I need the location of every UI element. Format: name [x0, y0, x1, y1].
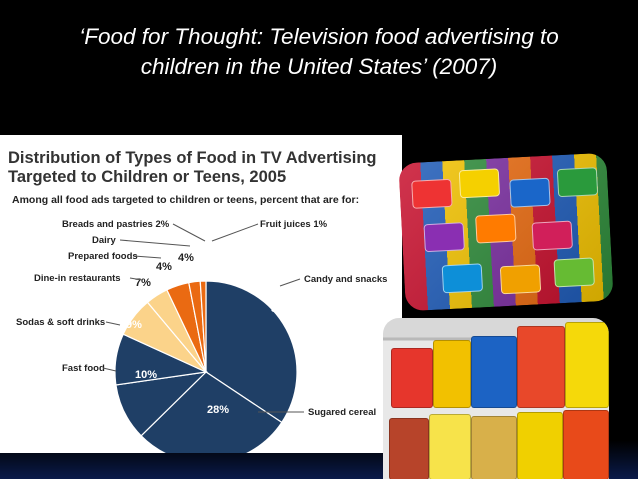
pie-value-label: 34%: [271, 303, 293, 315]
callout-line: [279, 278, 301, 287]
photo-box: [389, 418, 429, 479]
callout-prepared: Prepared foods: [68, 251, 138, 262]
photo-tile: [475, 213, 517, 244]
photo-tile: [531, 220, 573, 251]
photo-box: [433, 340, 471, 408]
callout-line: [211, 223, 259, 242]
photo-box: [471, 336, 517, 408]
chart-title-line1: Distribution of Types of Food in TV Adve…: [8, 149, 377, 167]
callout-line: [172, 223, 206, 242]
chart-panel: Distribution of Types of Food in TV Adve…: [0, 135, 402, 453]
slide-title: ‘Food for Thought: Television food adver…: [20, 22, 618, 82]
chart-title: Distribution of Types of Food in TV Adve…: [8, 149, 398, 187]
photo-box: [517, 326, 565, 408]
cereal-shelf-photo: [383, 318, 609, 479]
pie-slice-fruit-juices: [199, 280, 207, 373]
pie-value-label: 4%: [178, 252, 194, 264]
callout-line: [119, 239, 191, 247]
chart-title-line2: Targeted to Children or Teens, 2005: [8, 168, 287, 186]
callout-breads: Breads and pastries 2%: [62, 219, 170, 230]
photo-box: [391, 348, 433, 408]
photo-tile: [509, 177, 551, 208]
photo-tile: [441, 263, 484, 294]
pie-chart: 34%28%10%9%7%4%4%Fruit juices 1%Breads a…: [16, 219, 387, 453]
callout-sugared-cereal: Sugared cereal: [308, 407, 376, 418]
callout-dine-in: Dine-in restaurants: [34, 273, 121, 284]
photo-box: [563, 410, 609, 479]
slide-title-line1: ‘Food for Thought: Television food adver…: [79, 24, 559, 49]
cereal-collage-photo: [398, 152, 614, 312]
pie-value-label: 10%: [135, 369, 157, 381]
pie-value-label: 4%: [156, 261, 172, 273]
callout-line: [102, 367, 117, 372]
callout-line: [129, 277, 143, 281]
pie-slice-sugared-cereal: [140, 371, 283, 453]
callout-fruit-juices: Fruit juices 1%: [260, 219, 328, 230]
callout-line: [133, 255, 162, 259]
photo-tile: [423, 222, 465, 253]
photo-tile: [411, 178, 453, 209]
photo-box: [565, 322, 609, 408]
callout-fast-food: Fast food: [62, 363, 105, 374]
photo-tile: [458, 168, 501, 199]
slide-title-line2: children in the United States’ (2007): [140, 54, 498, 79]
callout-sodas: Sodas & soft drinks: [16, 317, 105, 328]
callout-line: [105, 321, 121, 326]
photo-tile: [553, 257, 595, 288]
photo-box: [517, 412, 563, 479]
photo-box: [429, 414, 471, 479]
chart-subtitle: Among all food ads targeted to children …: [12, 194, 360, 206]
pie-value-label: 28%: [207, 404, 229, 416]
callout-dairy: Dairy: [92, 235, 116, 246]
photo-tile: [556, 167, 599, 198]
callout-candy: Candy and snacks: [304, 274, 387, 285]
pie-value-label: 9%: [126, 319, 142, 331]
photo-box: [471, 416, 517, 479]
photo-tile: [499, 264, 542, 295]
